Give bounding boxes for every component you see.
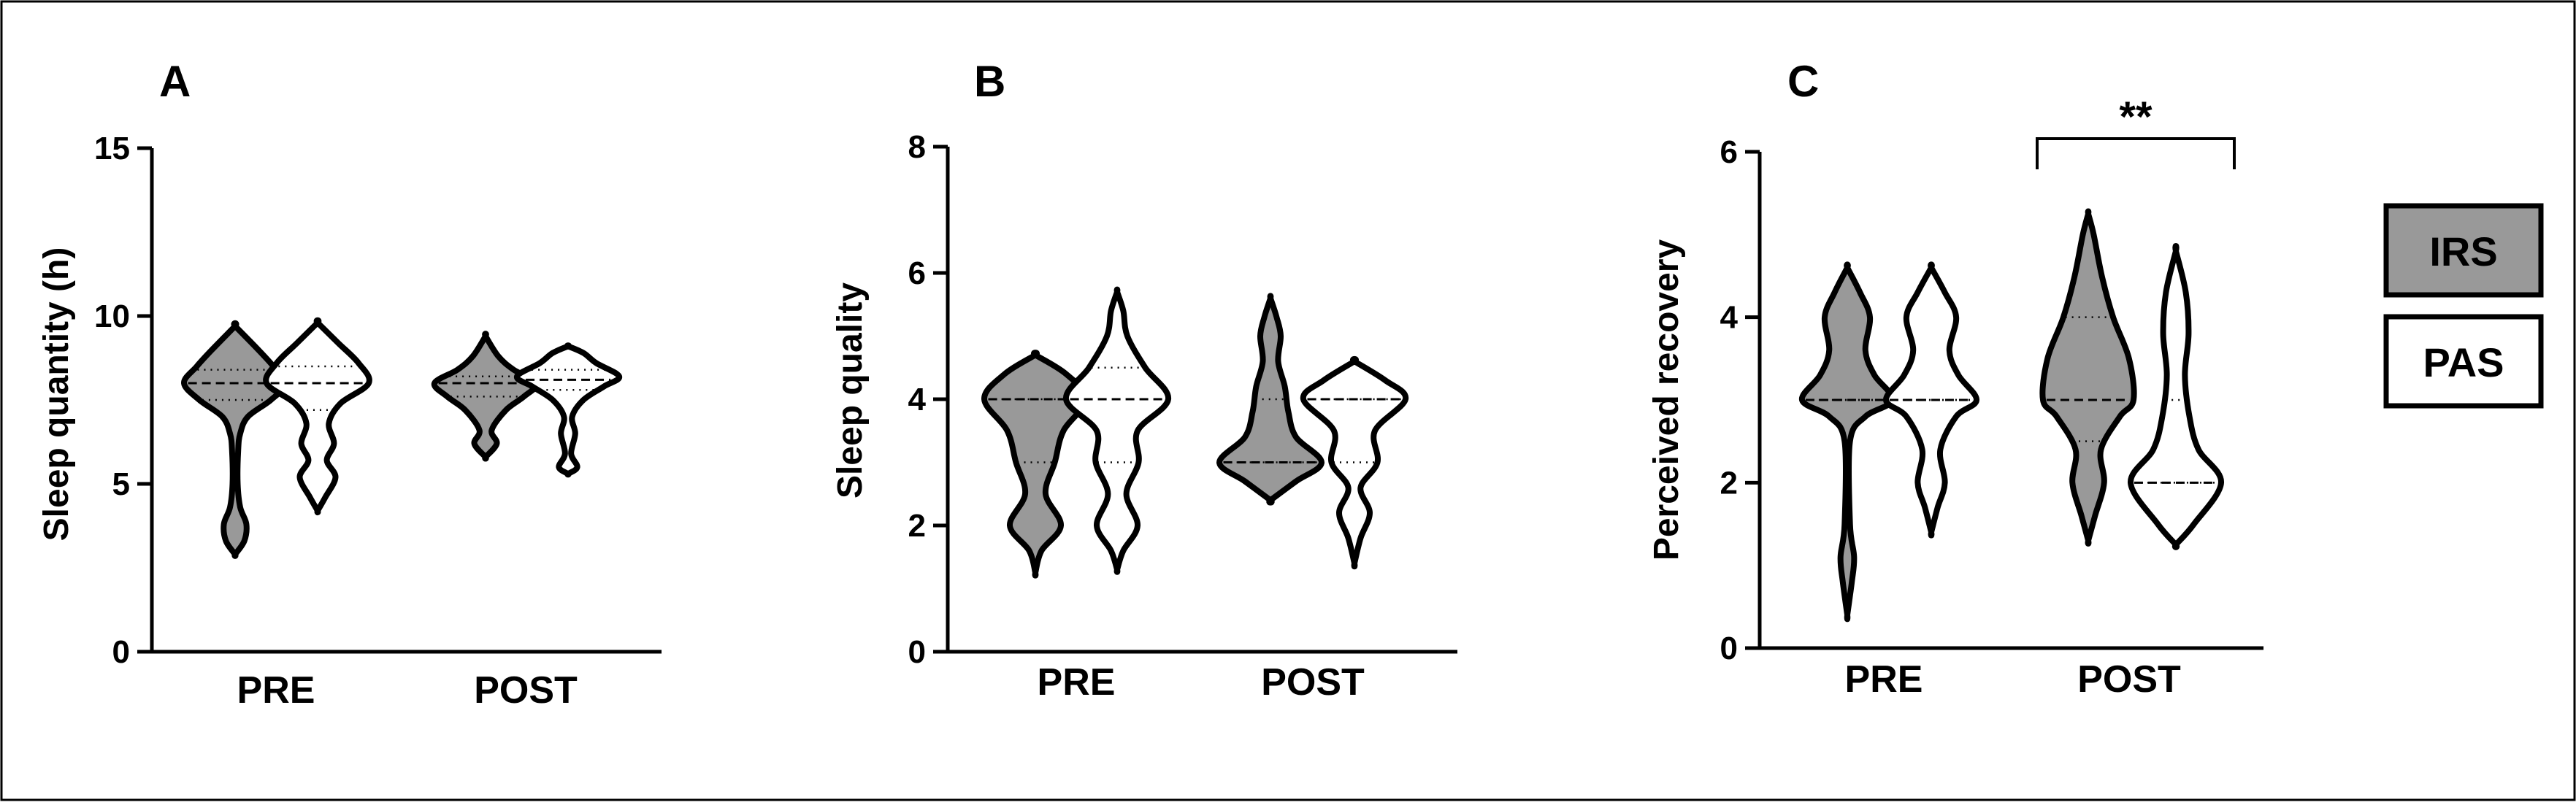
- panel-b: B Sleep quality 0 2 4 6 8 PRE POST: [831, 57, 1457, 704]
- significance-bracket: [2036, 137, 2236, 169]
- y-axis-title: Sleep quantity (h): [37, 247, 76, 542]
- x-category-label: PRE: [1038, 661, 1116, 704]
- panel-letter: C: [1787, 57, 1819, 106]
- panel-a: A Sleep quantity (h) 0 5 10 15 PRE POST: [37, 57, 662, 712]
- violin-pas-post: [513, 342, 623, 478]
- y-tick-label: 10: [94, 298, 130, 334]
- legend-swatch-irs: [2383, 203, 2544, 298]
- x-category-label: POST: [1261, 661, 1365, 704]
- violin-irs-pre: [1799, 261, 1895, 623]
- y-tick-label: 2: [1720, 465, 1738, 501]
- violin-pas-pre: [263, 317, 372, 516]
- y-ticks: 0 2 4 6: [1720, 134, 1760, 666]
- x-category-label: POST: [474, 669, 578, 712]
- violins: [181, 317, 623, 559]
- y-tick-label: 6: [1720, 134, 1738, 170]
- significance-marker: **: [2119, 93, 2153, 141]
- y-axis-title: Sleep quality: [831, 282, 870, 498]
- y-ticks: 0 5 10 15: [94, 131, 152, 670]
- violin-irs-pre: [981, 350, 1089, 579]
- violins: [1799, 208, 2224, 623]
- violin-irs-pre: [181, 320, 289, 559]
- violin-irs-post: [2039, 208, 2137, 547]
- panel-letter: B: [974, 57, 1005, 106]
- violin-irs-post: [431, 331, 540, 462]
- y-tick-label: 0: [1720, 631, 1738, 666]
- panel-letter: A: [159, 57, 191, 106]
- x-category-label: PRE: [237, 669, 315, 712]
- violin-pas-post: [2128, 242, 2224, 550]
- legend-swatch-pas: [2383, 314, 2544, 409]
- y-tick-label: 2: [908, 508, 926, 544]
- y-tick-label: 6: [908, 255, 926, 291]
- y-tick-label: 0: [908, 634, 926, 670]
- x-category-label: POST: [2077, 658, 2181, 701]
- violin-irs-post: [1216, 293, 1325, 506]
- violin-pas-pre: [1063, 286, 1171, 575]
- violins: [981, 286, 1409, 579]
- legend: IRS PAS: [2383, 203, 2544, 409]
- legend-label-pas: PAS: [2423, 339, 2504, 385]
- x-category-label: PRE: [1845, 658, 1923, 701]
- panel-c: C Perceived recovery 0 2 4 6 PRE POST **: [1647, 57, 2263, 701]
- y-tick-label: 0: [112, 634, 130, 670]
- y-tick-label: 5: [112, 466, 130, 502]
- legend-label-irs: IRS: [2429, 228, 2497, 274]
- y-ticks: 0 2 4 6 8: [908, 129, 948, 670]
- y-tick-label: 8: [908, 129, 926, 165]
- y-axis-title: Perceived recovery: [1647, 239, 1686, 561]
- y-tick-label: 4: [1720, 300, 1739, 336]
- y-tick-label: 15: [94, 131, 130, 166]
- y-tick-label: 4: [908, 382, 927, 417]
